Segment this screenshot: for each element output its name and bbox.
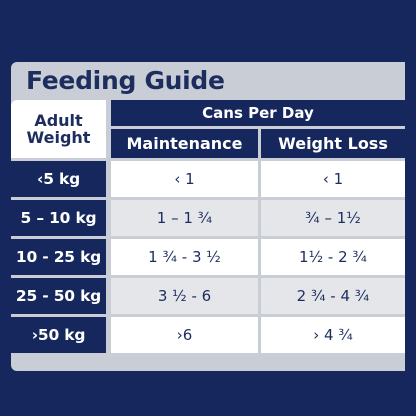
row-weight-label: 10 - 25 kg (11, 239, 106, 275)
feeding-guide-table: Adult Weight Cans Per Day Maintenance We… (11, 100, 405, 371)
feeding-guide-title: Feeding Guide (26, 66, 225, 95)
row-weight-label: 5 – 10 kg (11, 200, 106, 236)
row-weight-loss-value: › 4 ¾ (261, 317, 405, 353)
cans-per-day-header: Cans Per Day (111, 100, 405, 126)
adult-header-line: Adult (34, 111, 83, 130)
row-weight-label: ›50 kg (11, 317, 106, 353)
row-weight-label: 25 - 50 kg (11, 278, 106, 314)
adult-weight-header: Adult Weight (11, 100, 106, 158)
row-weight-loss-value: 1½ - 2 ¾ (261, 239, 405, 275)
row-weight-label: ‹5 kg (11, 161, 106, 197)
row-weight-loss-value: ¾ – 1½ (261, 200, 405, 236)
row-weight-loss-value: 2 ¾ - 4 ¾ (261, 278, 405, 314)
row-maintenance-value: 1 – 1 ¾ (111, 200, 258, 236)
row-maintenance-value: ‹ 1 (111, 161, 258, 197)
weight-loss-header: Weight Loss (261, 129, 405, 158)
maintenance-header: Maintenance (111, 129, 258, 158)
weight-header-line: Weight (26, 128, 91, 147)
row-weight-loss-value: ‹ 1 (261, 161, 405, 197)
row-maintenance-value: 1 ¾ - 3 ½ (111, 239, 258, 275)
row-maintenance-value: 3 ½ - 6 (111, 278, 258, 314)
row-maintenance-value: ›6 (111, 317, 258, 353)
